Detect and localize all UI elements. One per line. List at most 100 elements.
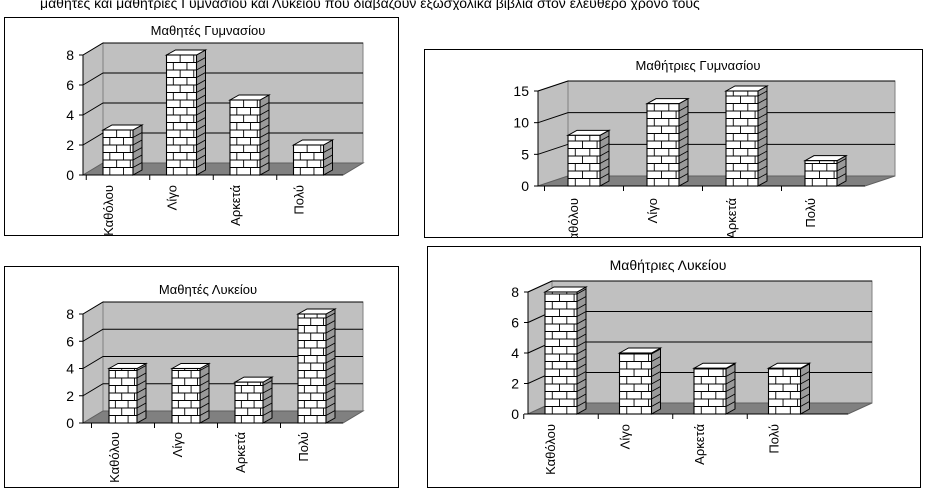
- bar-0-side-mortar: [136, 395, 147, 401]
- bar-2-front: [234, 381, 264, 424]
- bar-1-side-mortar: [678, 165, 689, 172]
- bar-3-side-mortar: [800, 378, 810, 385]
- bar-0-side-mortar: [132, 132, 143, 138]
- y-tick-label: 15: [513, 83, 529, 99]
- chart-panel-boys-gymnasium: Μαθητές Γυμνασίου 0 2 4 6 8 Καθόλου Λίγο Αρκετά Π…: [4, 17, 399, 236]
- bar-1-side-mortar: [196, 109, 206, 116]
- bar-0-side-mortar: [136, 410, 147, 416]
- bar-3-side-mortar: [323, 154, 333, 161]
- y-tick-label: 4: [511, 345, 519, 361]
- bar-3-side-mortar: [325, 312, 336, 319]
- bar-0-side-mortar: [576, 333, 587, 340]
- y-tick-label: 8: [66, 306, 74, 322]
- bar-0-side-mortar: [136, 402, 147, 409]
- y-tick-label: 2: [511, 376, 519, 392]
- bar-1-side-mortar: [196, 102, 206, 108]
- chart-title: Μαθήτριες Γυμνασίου: [636, 58, 761, 73]
- bar-2: [692, 362, 737, 415]
- bar-3-side-mortar: [800, 371, 810, 377]
- x-tick-label: Λίγο: [170, 432, 185, 457]
- bar-2-side-mortar: [262, 395, 273, 401]
- bar-0: [566, 129, 611, 187]
- bar-2-side-mortar: [757, 165, 768, 172]
- bar-1-side-mortar: [651, 356, 661, 362]
- bar-1-side: [678, 97, 689, 187]
- bar-3-side-mortar: [325, 335, 336, 341]
- bar-1-side-mortar: [199, 380, 210, 386]
- bar-0-side-mortar: [576, 296, 587, 302]
- bar-2-side-mortar: [725, 371, 736, 377]
- bar-1-side-mortar: [196, 64, 206, 71]
- bar-3: [291, 139, 335, 176]
- bar-2-side-mortar: [757, 120, 768, 127]
- header-text: μαθητές και μαθήτριες Γυμνασίου και Λυκε…: [40, 0, 700, 10]
- x-tick-label: Αρκετά: [692, 424, 707, 465]
- bar-1-side-mortar: [678, 135, 689, 142]
- bar-0-side-mortar: [576, 318, 587, 325]
- bar-0-side-mortar: [599, 158, 610, 164]
- y-tick-label: 0: [66, 415, 74, 431]
- bar-0-side-mortar: [576, 363, 587, 370]
- bar-1-side-mortar: [199, 410, 210, 416]
- gridline: [527, 280, 872, 293]
- x-tick-label: Πολύ: [296, 432, 311, 462]
- bar-2-side-mortar: [757, 90, 768, 97]
- bar-0-side-mortar: [136, 387, 147, 394]
- bar-0-side-mortar: [576, 378, 587, 385]
- bar-0-side-mortar: [132, 139, 143, 146]
- bar-0-side-mortar: [576, 348, 587, 355]
- x-tick-label: Αρκετά: [233, 432, 248, 473]
- bar-0-side-mortar: [136, 372, 147, 379]
- gridline: [537, 112, 895, 124]
- bar-2-side-mortar: [259, 117, 270, 123]
- bar-2-side-mortar: [262, 380, 273, 386]
- bar-3-side-mortar: [325, 372, 336, 379]
- bar-0-side-mortar: [136, 380, 147, 386]
- bar-2-side-mortar: [725, 363, 736, 370]
- bar-3-side-mortar: [800, 401, 810, 407]
- bar-1: [617, 347, 663, 415]
- bar-2-side-mortar: [262, 387, 273, 394]
- bar-2: [233, 376, 274, 424]
- y-tick-label: 6: [66, 333, 74, 349]
- bar-1-side-mortar: [196, 147, 206, 153]
- bar-0-side-mortar: [576, 288, 587, 295]
- bar-3-side-mortar: [325, 380, 336, 386]
- bar-3-side-mortar: [836, 173, 847, 179]
- bar-2-side-mortar: [262, 402, 273, 409]
- bar-1-front: [618, 352, 653, 415]
- bar-2-side-mortar: [259, 139, 270, 146]
- y-tick-label: 4: [66, 107, 74, 123]
- bar-3-side-mortar: [836, 165, 847, 172]
- bar-0-side-mortar: [576, 401, 587, 407]
- bar-1-side-mortar: [196, 57, 206, 63]
- bar-0-front: [544, 291, 578, 415]
- bar-3-front: [804, 160, 838, 187]
- bar-3-side-mortar: [325, 357, 336, 364]
- bar-0-side-mortar: [576, 303, 587, 310]
- bar-3: [803, 154, 848, 187]
- chart-3: Μαθήτριες Λυκείου 0 2 4 6 8 Καθόλου Λίγο Αρκετά Π…: [511, 257, 873, 475]
- bar-3: [296, 308, 337, 424]
- y-tick-label: 6: [66, 77, 74, 93]
- x-tick-label: Πολύ: [803, 198, 818, 228]
- bar-1-side-mortar: [678, 120, 689, 127]
- bar-0: [101, 124, 144, 176]
- bar-0-side-mortar: [576, 386, 587, 392]
- bar-1-side-mortar: [196, 154, 206, 161]
- x-tick-label: Λίγο: [618, 424, 633, 449]
- bar-3-side-mortar: [323, 147, 333, 153]
- bar-1-side-mortar: [196, 162, 206, 168]
- bar-2-side-mortar: [259, 147, 270, 153]
- bar-3-side-mortar: [800, 386, 810, 392]
- bar-1-side-mortar: [651, 378, 661, 385]
- chart-0: Μαθητές Γυμνασίου 0 2 4 6 8 Καθόλου Λίγο Αρκετά Π…: [66, 23, 365, 235]
- bar-3-side-mortar: [323, 162, 333, 168]
- bar-3-side-mortar: [325, 327, 336, 334]
- bar-1-side-mortar: [199, 365, 210, 371]
- bar-0-front: [108, 367, 138, 424]
- bar-1-side-mortar: [196, 87, 206, 93]
- bar-1-side-mortar: [199, 387, 210, 394]
- bar-1-side-mortar: [678, 158, 689, 164]
- x-tick-label: Καθόλου: [107, 432, 122, 483]
